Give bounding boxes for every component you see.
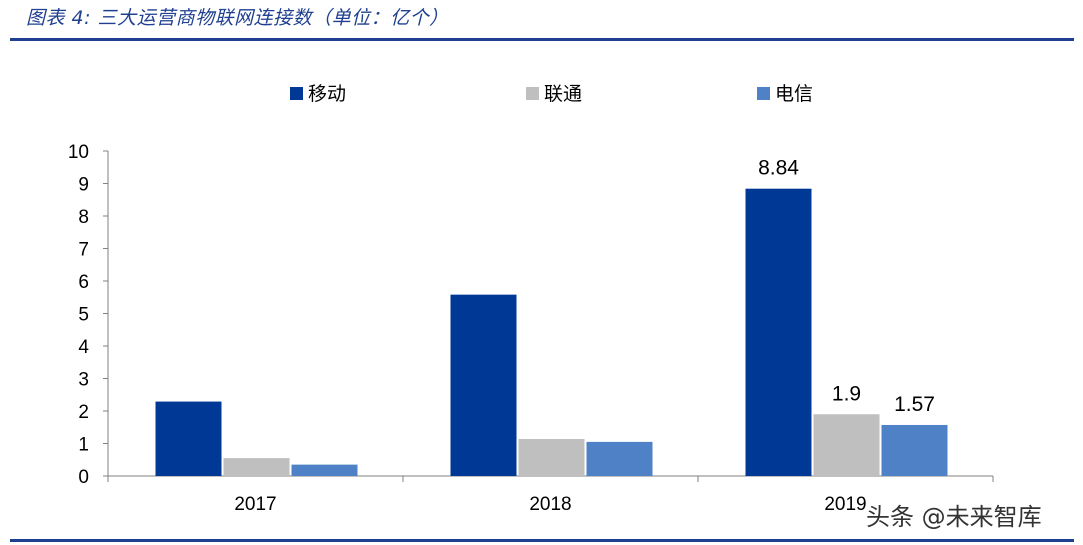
y-tick-label: 6 [78,272,89,293]
legend-entry: 移动 [290,83,346,105]
data-label: 1.57 [894,393,935,416]
y-tick-label: 1 [78,435,89,456]
bar-电信-2019 [881,424,948,476]
bottom-divider [10,539,1074,542]
title-divider [10,38,1074,41]
bar-电信-2017 [291,464,358,476]
bar-移动-2019 [745,188,812,476]
data-labels: 8.84 1.9 1.57 [758,157,935,416]
x-axis: 2017 2018 2019 [107,475,994,515]
y-tick-label: 7 [78,240,89,261]
figure-title: 图表 4: 三大运营商物联网连接数（单位：亿个） [26,7,449,29]
y-tick-label: 8 [78,207,89,228]
bar-联通-2019 [813,414,880,476]
bar-联通-2017 [223,458,290,476]
bar-移动-2017 [155,401,222,476]
bar-电信-2018 [586,441,653,476]
y-tick-label: 2 [78,402,89,423]
y-tick-label: 10 [68,142,89,163]
bar-联通-2018 [518,438,585,476]
legend: 移动 联通 电信 [290,83,813,105]
legend-swatch [290,87,303,100]
y-tick-label: 3 [78,370,89,391]
x-category-label: 2017 [234,494,276,515]
legend-label: 联通 [544,83,582,105]
bar-移动-2018 [450,294,517,476]
legend-swatch [757,87,770,100]
y-axis: 0 1 2 3 4 5 6 7 8 9 10 [68,142,109,488]
legend-label: 移动 [308,83,346,105]
y-tick-label: 4 [78,337,89,358]
y-tick-label: 9 [78,175,89,196]
bars [155,188,948,476]
y-tick-label: 5 [78,305,89,326]
x-category-label: 2019 [824,494,866,515]
legend-label: 电信 [775,83,813,105]
data-label: 8.84 [758,157,799,180]
data-label: 1.9 [832,382,861,405]
x-category-label: 2018 [529,494,571,515]
legend-entry: 电信 [757,83,813,105]
legend-entry: 联通 [526,83,582,105]
legend-swatch [526,87,539,100]
y-tick-label: 0 [78,467,89,488]
watermark: 头条 @未来智库 [866,503,1042,531]
